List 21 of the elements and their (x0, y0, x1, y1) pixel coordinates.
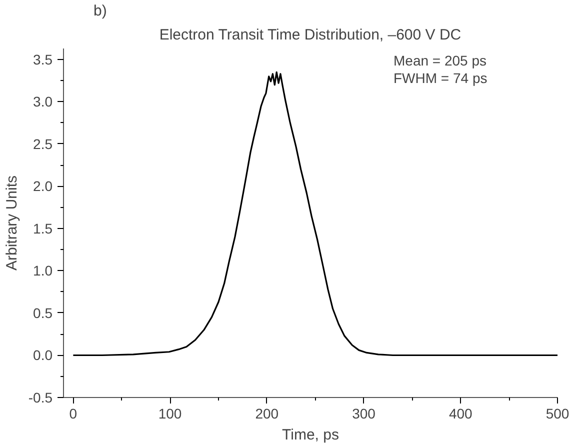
x-tick-label: 500 (546, 406, 570, 422)
x-tick-label: 200 (255, 406, 279, 422)
x-tick-label: 300 (352, 406, 376, 422)
x-tick-label: 100 (158, 406, 182, 422)
y-tick-label: 2.5 (33, 136, 53, 152)
y-tick-label: 3.5 (33, 51, 53, 68)
line-series (72, 71, 558, 356)
y-tick-label: 1.0 (33, 262, 53, 279)
annotation: Mean = 205 ps FWHM = 74 ps (394, 52, 488, 86)
y-tick-label: 3.0 (33, 94, 53, 110)
x-tick-label: 0 (69, 406, 78, 422)
y-axis-title: Arbitrary Units (3, 175, 20, 271)
y-tick-label: 0.0 (33, 347, 53, 364)
y-tick-label: 0.5 (33, 304, 53, 321)
chart-title: Electron Transit Time Distribution, –600 V DC (159, 26, 462, 44)
x-tick-label: 400 (448, 406, 473, 422)
x-axis-title: Time, ps (282, 426, 339, 444)
y-tick-label: -0.5 (28, 390, 53, 406)
y-tick-label: 1.5 (33, 220, 53, 236)
y-tick-label: 2.0 (33, 178, 53, 194)
text: b) (94, 2, 107, 20)
